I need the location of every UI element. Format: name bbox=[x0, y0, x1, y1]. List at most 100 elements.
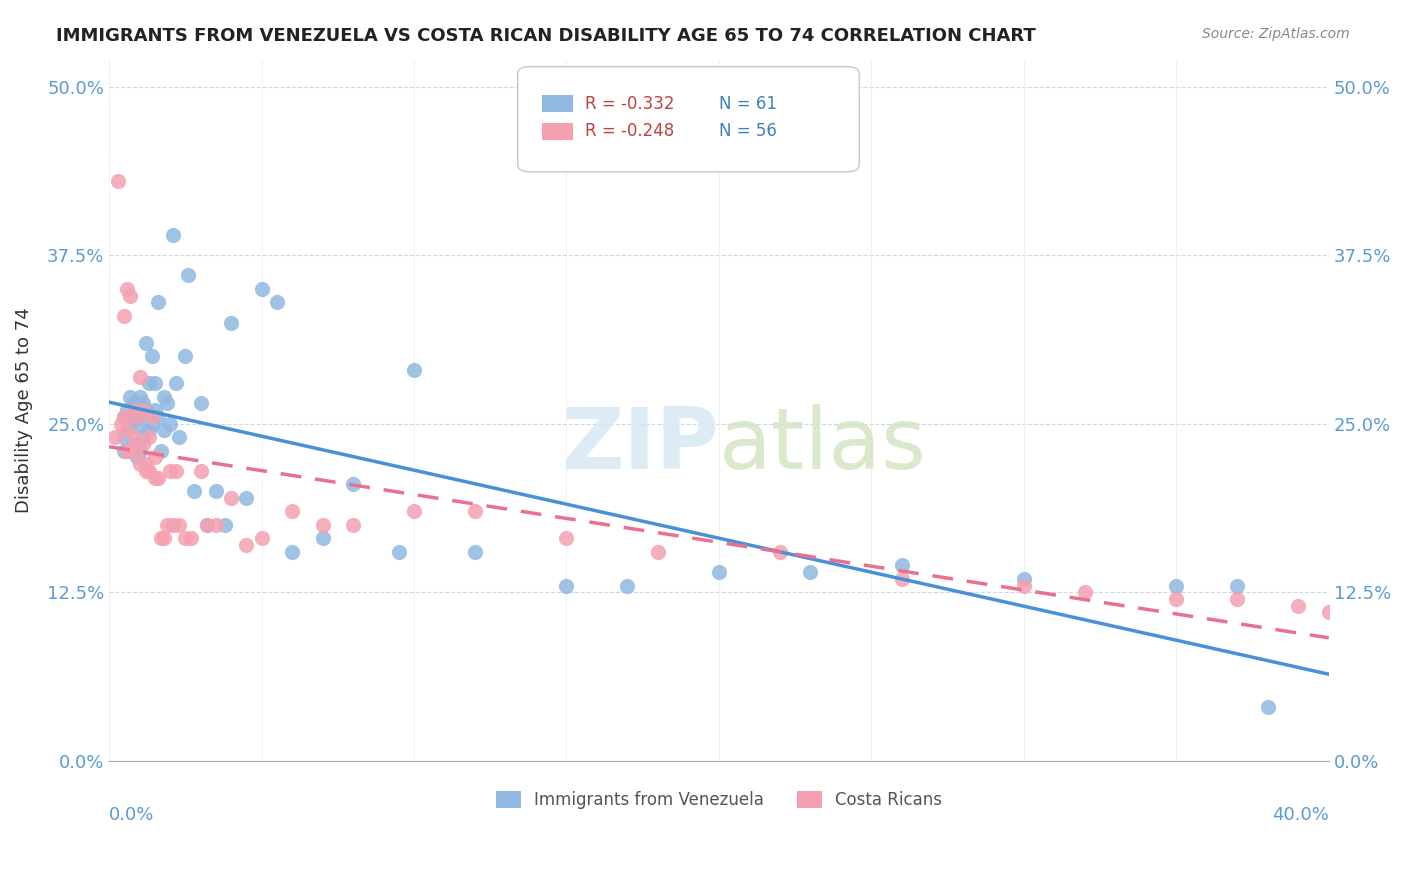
Point bbox=[138, 376, 160, 391]
Point bbox=[180, 532, 202, 546]
Point bbox=[799, 565, 821, 579]
Legend: Immigrants from Venezuela, Costa Ricans: Immigrants from Venezuela, Costa Ricans bbox=[489, 784, 949, 815]
Point bbox=[125, 419, 148, 434]
Point bbox=[128, 457, 150, 471]
Point bbox=[131, 437, 153, 451]
Point bbox=[464, 545, 486, 559]
Point bbox=[1317, 606, 1340, 620]
Point bbox=[1257, 699, 1279, 714]
Point bbox=[167, 430, 190, 444]
Point bbox=[1166, 578, 1188, 592]
Point bbox=[1226, 578, 1249, 592]
Point bbox=[122, 403, 145, 417]
Point bbox=[120, 390, 142, 404]
Point bbox=[205, 484, 228, 499]
Point bbox=[143, 450, 166, 465]
Point bbox=[555, 578, 578, 592]
Point bbox=[235, 538, 257, 552]
Point bbox=[125, 406, 148, 420]
Point bbox=[250, 532, 273, 546]
Point bbox=[890, 572, 912, 586]
Point bbox=[616, 578, 638, 592]
Point bbox=[342, 517, 364, 532]
Point bbox=[402, 363, 425, 377]
Point bbox=[149, 443, 172, 458]
Point bbox=[104, 430, 127, 444]
Text: IMMIGRANTS FROM VENEZUELA VS COSTA RICAN DISABILITY AGE 65 TO 74 CORRELATION CHA: IMMIGRANTS FROM VENEZUELA VS COSTA RICAN… bbox=[56, 27, 1036, 45]
Point bbox=[112, 409, 135, 424]
Text: 0.0%: 0.0% bbox=[110, 806, 155, 824]
Point bbox=[162, 517, 184, 532]
Point bbox=[153, 424, 176, 438]
Text: ZIP: ZIP bbox=[561, 404, 718, 487]
Point bbox=[219, 491, 242, 505]
Text: N = 56: N = 56 bbox=[718, 122, 778, 140]
Y-axis label: Disability Age 65 to 74: Disability Age 65 to 74 bbox=[15, 308, 32, 513]
Point bbox=[131, 403, 153, 417]
Point bbox=[135, 335, 157, 350]
Point bbox=[125, 443, 148, 458]
Point bbox=[174, 349, 197, 363]
Point bbox=[1074, 585, 1097, 599]
Point bbox=[281, 545, 304, 559]
Point bbox=[402, 504, 425, 518]
Point bbox=[128, 409, 150, 424]
Point bbox=[138, 424, 160, 438]
Point bbox=[131, 396, 153, 410]
Point bbox=[162, 227, 184, 242]
Point bbox=[156, 517, 179, 532]
Point bbox=[153, 532, 176, 546]
Point bbox=[250, 282, 273, 296]
Point bbox=[125, 450, 148, 465]
Point bbox=[112, 443, 135, 458]
Point bbox=[128, 369, 150, 384]
Text: N = 61: N = 61 bbox=[718, 95, 778, 112]
Point bbox=[146, 409, 169, 424]
Point bbox=[120, 443, 142, 458]
Point bbox=[146, 295, 169, 310]
Text: R = -0.248: R = -0.248 bbox=[585, 122, 673, 140]
Point bbox=[190, 396, 212, 410]
Point bbox=[146, 470, 169, 484]
Point bbox=[141, 349, 163, 363]
Point bbox=[890, 558, 912, 573]
Point bbox=[138, 430, 160, 444]
Point bbox=[1166, 592, 1188, 607]
Point bbox=[167, 517, 190, 532]
Point bbox=[190, 464, 212, 478]
Point bbox=[1012, 578, 1035, 592]
Point bbox=[112, 409, 135, 424]
Point bbox=[135, 403, 157, 417]
Point bbox=[174, 532, 197, 546]
Point bbox=[122, 396, 145, 410]
Point bbox=[117, 443, 139, 458]
Point bbox=[128, 443, 150, 458]
Text: 40.0%: 40.0% bbox=[1272, 806, 1329, 824]
Point bbox=[138, 464, 160, 478]
Point bbox=[128, 390, 150, 404]
Point bbox=[107, 174, 129, 188]
Point bbox=[112, 430, 135, 444]
Point bbox=[311, 517, 333, 532]
Point bbox=[159, 417, 181, 431]
Point bbox=[117, 424, 139, 438]
Point bbox=[464, 504, 486, 518]
Point bbox=[143, 470, 166, 484]
Point bbox=[117, 403, 139, 417]
Point bbox=[156, 396, 179, 410]
Point bbox=[143, 403, 166, 417]
Point bbox=[125, 409, 148, 424]
Point bbox=[214, 517, 236, 532]
Point bbox=[143, 376, 166, 391]
Point bbox=[117, 424, 139, 438]
Bar bbox=[543, 95, 572, 112]
Point bbox=[131, 430, 153, 444]
Text: atlas: atlas bbox=[718, 404, 927, 487]
Point bbox=[135, 457, 157, 471]
Point bbox=[159, 464, 181, 478]
Point bbox=[141, 409, 163, 424]
Text: Source: ZipAtlas.com: Source: ZipAtlas.com bbox=[1202, 27, 1350, 41]
Point bbox=[183, 484, 205, 499]
Point bbox=[1286, 599, 1309, 613]
Point bbox=[122, 430, 145, 444]
